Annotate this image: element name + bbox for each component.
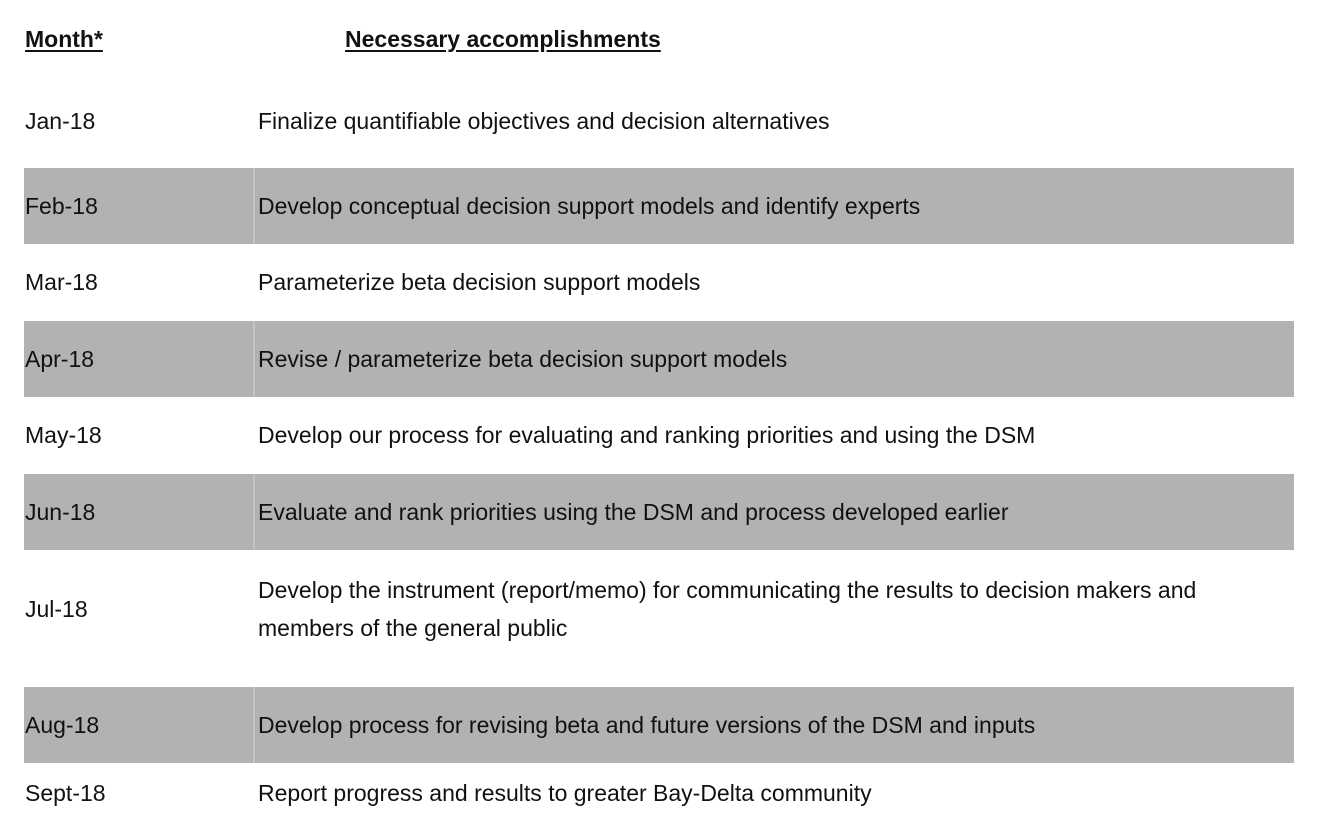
column-divider	[253, 474, 255, 550]
table-row: Aug-18 Develop process for revising beta…	[24, 687, 1294, 763]
row-task: Develop process for revising beta and fu…	[258, 712, 1036, 738]
row-task: Develop conceptual decision support mode…	[258, 193, 921, 219]
table-row: Apr-18 Revise / parameterize beta decisi…	[24, 321, 1294, 397]
table-row: Feb-18 Develop conceptual decision suppo…	[24, 168, 1294, 244]
row-task: Develop the instrument (report/memo) for…	[258, 577, 1197, 641]
row-task: Parameterize beta decision support model…	[258, 269, 701, 295]
table-row: May-18 Develop our process for evaluatin…	[24, 397, 1294, 473]
table-row: Jun-18 Evaluate and rank priorities usin…	[24, 474, 1294, 550]
row-month: May-18	[25, 422, 102, 448]
row-month: Aug-18	[25, 712, 100, 738]
column-divider	[253, 168, 255, 244]
table-row: Mar-18 Parameterize beta decision suppor…	[24, 244, 1294, 320]
row-month: Jan-18	[25, 108, 96, 134]
row-task: Develop our process for evaluating and r…	[258, 422, 1036, 448]
table-row: Jul-18 Develop the instrument (report/me…	[24, 565, 1294, 653]
table-header: Month* Necessary accomplishments	[0, 26, 1324, 60]
row-month: Jul-18	[25, 596, 88, 622]
table-row: Jan-18 Finalize quantifiable objectives …	[24, 84, 1294, 158]
month-column-header: Month*	[25, 26, 103, 52]
accomplishments-column-header: Necessary accomplishments	[345, 26, 661, 52]
table-row: Sept-18 Report progress and results to g…	[24, 764, 1294, 822]
row-month: Sept-18	[25, 780, 106, 806]
row-month: Apr-18	[25, 346, 95, 372]
row-month: Feb-18	[25, 193, 98, 219]
column-divider	[253, 321, 255, 397]
row-task: Finalize quantifiable objectives and dec…	[258, 108, 830, 134]
row-month: Jun-18	[25, 499, 96, 525]
row-task: Revise / parameterize beta decision supp…	[258, 346, 788, 372]
row-task: Evaluate and rank priorities using the D…	[258, 499, 1009, 525]
column-divider	[253, 687, 255, 763]
row-month: Mar-18	[25, 269, 98, 295]
row-task: Report progress and results to greater B…	[258, 780, 872, 806]
